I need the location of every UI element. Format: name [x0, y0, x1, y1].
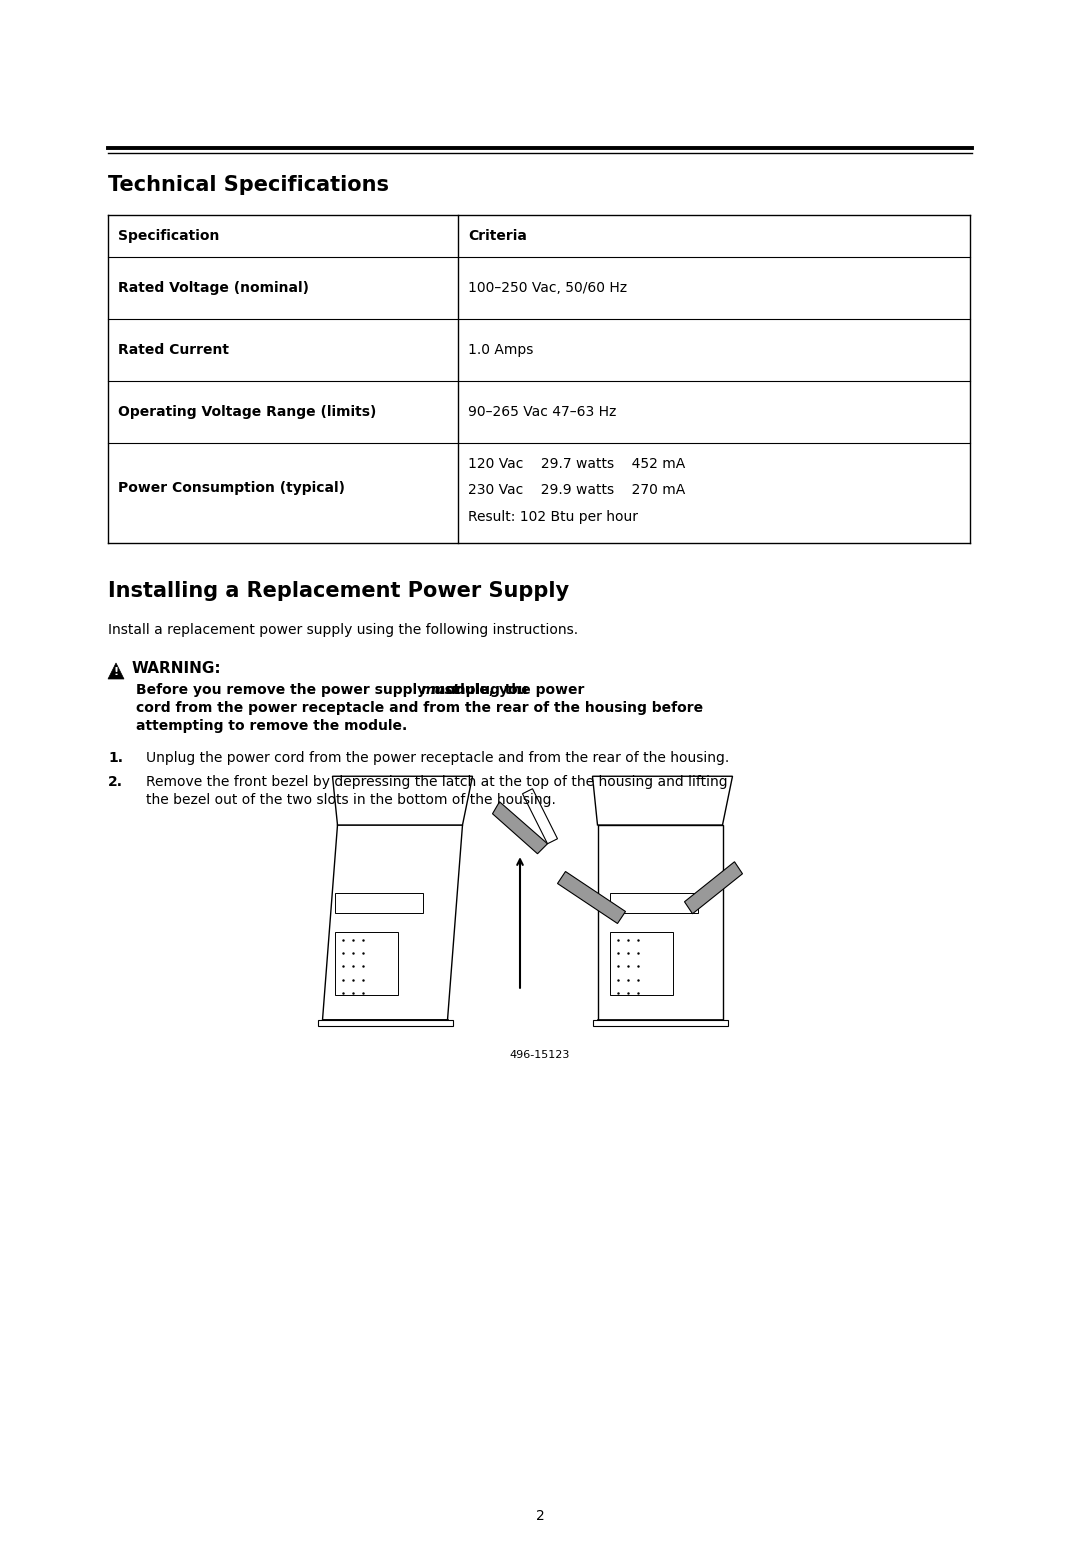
- Polygon shape: [597, 824, 723, 1020]
- Text: Remove the front bezel by depressing the latch at the top of the housing and lif: Remove the front bezel by depressing the…: [146, 776, 728, 788]
- Text: !: !: [113, 666, 119, 677]
- Text: Rated Current: Rated Current: [118, 343, 229, 357]
- Text: 90–265 Vac 47–63 Hz: 90–265 Vac 47–63 Hz: [468, 405, 617, 419]
- Bar: [335, 932, 397, 995]
- Text: Before you remove the power supply module, you: Before you remove the power supply modul…: [136, 683, 532, 698]
- Text: Criteria: Criteria: [468, 228, 527, 242]
- Text: 230 Vac    29.9 watts    270 mA: 230 Vac 29.9 watts 270 mA: [468, 483, 685, 497]
- Text: unplug the power: unplug the power: [441, 683, 584, 698]
- Text: 2: 2: [536, 1509, 544, 1523]
- Text: 120 Vac    29.7 watts    452 mA: 120 Vac 29.7 watts 452 mA: [468, 457, 685, 471]
- Polygon shape: [492, 802, 548, 854]
- Text: Specification: Specification: [118, 228, 219, 242]
- Text: must: must: [420, 683, 460, 698]
- Polygon shape: [557, 871, 625, 923]
- Text: the bezel out of the two slots in the bottom of the housing.: the bezel out of the two slots in the bo…: [146, 793, 556, 807]
- Polygon shape: [333, 776, 473, 824]
- Text: Unplug the power cord from the power receptacle and from the rear of the housing: Unplug the power cord from the power rec…: [146, 751, 729, 765]
- Text: Technical Specifications: Technical Specifications: [108, 175, 389, 196]
- Bar: [610, 893, 698, 913]
- Bar: [335, 893, 422, 913]
- Text: Rated Voltage (nominal): Rated Voltage (nominal): [118, 282, 309, 296]
- Text: WARNING:: WARNING:: [132, 662, 221, 676]
- Text: 1.0 Amps: 1.0 Amps: [468, 343, 534, 357]
- Text: Power Consumption (typical): Power Consumption (typical): [118, 482, 345, 494]
- Text: 2.: 2.: [108, 776, 123, 788]
- Text: attempting to remove the module.: attempting to remove the module.: [136, 719, 407, 734]
- Text: Installing a Replacement Power Supply: Installing a Replacement Power Supply: [108, 580, 569, 601]
- Text: 100–250 Vac, 50/60 Hz: 100–250 Vac, 50/60 Hz: [468, 282, 627, 296]
- Polygon shape: [523, 788, 557, 843]
- Bar: [610, 932, 673, 995]
- Text: Install a replacement power supply using the following instructions.: Install a replacement power supply using…: [108, 622, 578, 637]
- Text: 496-15123: 496-15123: [510, 1049, 570, 1060]
- Polygon shape: [108, 663, 124, 679]
- Polygon shape: [685, 862, 743, 913]
- Text: cord from the power receptacle and from the rear of the housing before: cord from the power receptacle and from …: [136, 701, 703, 715]
- Polygon shape: [323, 824, 462, 1020]
- Text: 1.: 1.: [108, 751, 123, 765]
- Bar: [593, 1020, 728, 1026]
- Bar: [318, 1020, 453, 1026]
- Text: Result: 102 Btu per hour: Result: 102 Btu per hour: [468, 510, 638, 524]
- Text: Operating Voltage Range (limits): Operating Voltage Range (limits): [118, 405, 376, 419]
- Polygon shape: [593, 776, 732, 824]
